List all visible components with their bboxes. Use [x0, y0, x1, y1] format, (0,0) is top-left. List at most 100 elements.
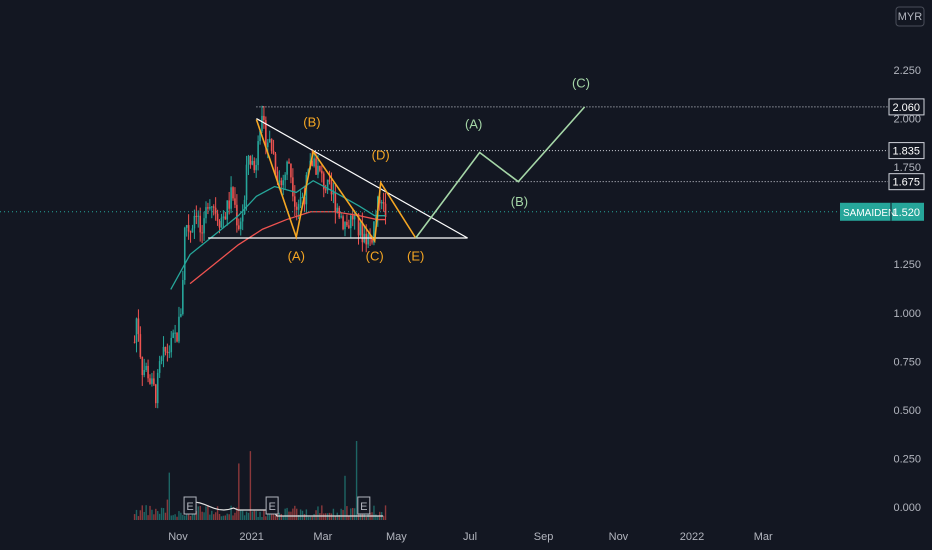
volume-bar [226, 513, 228, 520]
candle-body [369, 234, 371, 238]
earnings-marker[interactable] [265, 496, 279, 515]
candle-body [326, 179, 329, 191]
last-price-label: 1.520 [892, 207, 920, 219]
candle-body [272, 150, 275, 154]
candle-body [218, 221, 221, 228]
candle-body [176, 332, 178, 342]
volume-bar [191, 509, 194, 520]
last-price-badge[interactable] [840, 202, 924, 221]
volume-bar [201, 511, 203, 520]
price-level-badge [888, 142, 925, 160]
volume-bar [353, 508, 356, 520]
volume-bar [137, 516, 140, 520]
candle-body [210, 206, 213, 208]
earnings-marker[interactable] [183, 496, 197, 515]
volume-bar [384, 505, 387, 520]
volume-bar [199, 506, 201, 520]
candle-body [288, 161, 290, 164]
volume-bar [282, 515, 284, 520]
volume-bar [174, 514, 176, 520]
candle-body [245, 164, 248, 200]
candle-body [344, 222, 346, 230]
candle-body [178, 316, 180, 342]
candle-body [228, 200, 230, 209]
candle-body [187, 225, 190, 232]
volume-bar [313, 513, 315, 520]
candle-body [195, 215, 198, 217]
candle-body [321, 170, 323, 174]
candle-body [133, 341, 136, 343]
volume-bar [232, 515, 234, 520]
volume-bar [280, 513, 282, 520]
candle-body [201, 232, 203, 234]
volume-bar [255, 511, 257, 520]
candle-body [319, 165, 321, 171]
candle-body [315, 158, 317, 175]
volume-bar [234, 512, 236, 520]
volume-bar [162, 508, 165, 520]
candle-body [143, 370, 146, 376]
candle-body [193, 215, 196, 229]
candle-body [182, 279, 184, 315]
candle-body [214, 207, 217, 214]
wave-projection-path[interactable] [415, 106, 586, 239]
x-tick-label: Mar [313, 531, 332, 543]
volume-bar [245, 511, 248, 520]
y-tick-label: 2.000 [893, 114, 921, 126]
volume-bar [375, 514, 377, 520]
volume-bar [274, 515, 277, 520]
candle-body [251, 160, 254, 165]
volume-bar [185, 511, 188, 520]
volume-bar [324, 513, 327, 520]
y-tick-label: 0.750 [893, 356, 921, 368]
candle-body [359, 222, 362, 236]
volume-bar [193, 510, 196, 520]
candle-body [373, 221, 375, 243]
candle-body [209, 207, 211, 209]
volume-bar [355, 440, 358, 520]
wave-abcde-path[interactable] [255, 119, 417, 244]
candle-body [168, 352, 171, 354]
volume-bar [382, 515, 385, 520]
volume-bar [195, 511, 198, 520]
candle-body [270, 138, 273, 151]
candle-body [199, 215, 202, 233]
currency-label: MYR [898, 11, 923, 23]
wave-label-orange: (E) [407, 248, 424, 263]
wave-labels-layer: (A) (B) (C) (D) (E) (A) (B) (C) [288, 75, 590, 263]
time-axis[interactable]: Nov 2021 Mar May Jul Sep Nov 2022 Mar [168, 531, 773, 543]
candle-body [224, 216, 227, 220]
y-tick-label: 0.500 [893, 405, 921, 417]
volume-bar [184, 515, 186, 520]
volume-bar [147, 515, 149, 520]
candle-body [216, 213, 219, 222]
candle-body [286, 161, 288, 175]
currency-badge[interactable] [895, 6, 925, 27]
candle-body [297, 204, 300, 210]
drawings-layer[interactable] [0, 106, 888, 244]
volume-bar [133, 514, 136, 520]
earnings-marker[interactable] [357, 496, 371, 515]
candle-body [284, 174, 286, 181]
wave-label-green: (B) [511, 194, 528, 209]
volume-bar [139, 510, 142, 520]
candle-body [232, 187, 234, 199]
candle-body [257, 141, 259, 166]
y-tick-label: 0.250 [893, 453, 921, 465]
price-axis[interactable]: MYR 2.2502.0001.7501.5001.2501.0000.7500… [840, 6, 925, 514]
volume-bar [257, 516, 259, 520]
volume-bar [218, 513, 221, 520]
volume-bar [330, 513, 333, 520]
volume-bar [155, 508, 157, 520]
candle-body [164, 346, 167, 352]
x-tick-label: Jul [463, 531, 477, 543]
triangle-upper-line[interactable] [256, 118, 468, 239]
candle-body [247, 155, 250, 165]
candle-body [295, 206, 298, 210]
volume-bar [350, 508, 352, 520]
ema-slow-line [189, 211, 386, 285]
volume-bar [164, 512, 167, 520]
candle-body [139, 334, 142, 358]
candle-body [367, 234, 369, 245]
